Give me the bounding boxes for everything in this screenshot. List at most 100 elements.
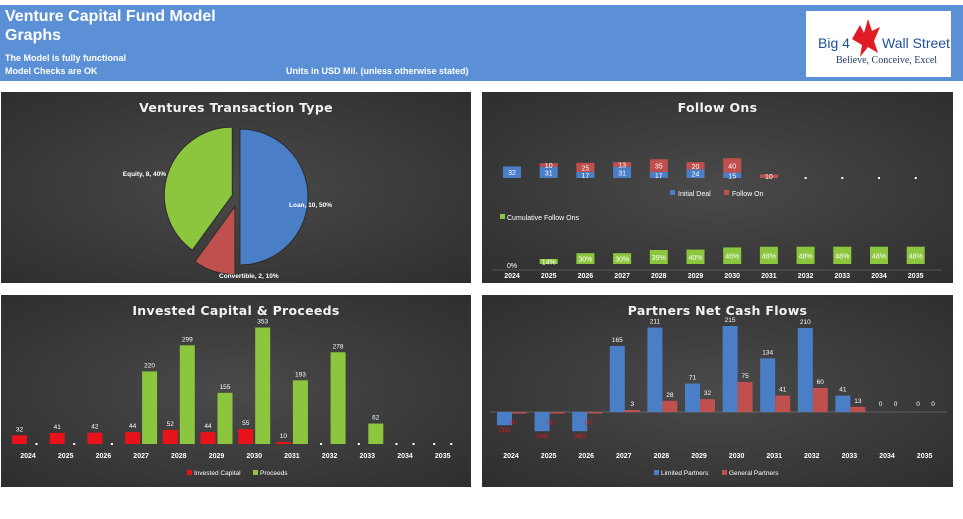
gp-label-2035: 0 — [931, 401, 935, 408]
proceeds-label-2027: 220 — [144, 362, 155, 369]
follow-ons-initial-bar-2024 — [503, 166, 521, 178]
invested-bar-2027 — [125, 432, 141, 444]
gp-bar-2027 — [624, 410, 640, 412]
gp-label-2031: 41 — [779, 387, 787, 394]
follow-ons-follow-bar-2028 — [649, 159, 668, 172]
model-checks-status: Model Checks are OK — [5, 66, 98, 76]
cumulative-label-2029: 40% — [688, 255, 702, 262]
invested-bar-2030 — [238, 429, 254, 444]
invested-xtick-2032: 2032 — [322, 453, 338, 460]
proceeds-bar-2032 — [330, 352, 346, 444]
proceeds-label-2030: 353 — [257, 319, 268, 326]
ncf-xtick-2026: 2026 — [578, 453, 594, 460]
gp-bar-2025 — [549, 412, 565, 414]
lp-bar-2026 — [572, 412, 588, 432]
lp-bar-2031 — [760, 358, 776, 412]
gp-bar-2033 — [850, 406, 866, 412]
proceeds-empty-2024 — [35, 443, 38, 445]
follow-ons-initial-bar-2030 — [723, 172, 742, 178]
follow-ons-follow-label-2028: 35 — [655, 164, 663, 171]
cumulative-label-2031: 48% — [762, 253, 776, 260]
legend-cumulative-swatch — [500, 214, 505, 219]
follow-ons-follow-bar-2025 — [539, 163, 558, 167]
legend-gp-label: General Partners — [729, 470, 779, 477]
follow-ons-empty-marker-2035 — [914, 177, 917, 179]
proceeds-bar-2029 — [217, 392, 233, 444]
cumulative-label-2025: 14% — [542, 259, 556, 266]
lp-label-2027: 165 — [612, 337, 623, 344]
lp-label-2026: (48) — [574, 433, 586, 440]
follow-ons-xtick-2032: 2032 — [798, 273, 814, 280]
invested-capital-title: Invested Capital & Proceeds — [132, 303, 340, 318]
ncf-xtick-2029: 2029 — [691, 453, 707, 460]
transaction-type-panel: Ventures Transaction Type Loan, 10, 50% C… — [1, 92, 471, 283]
follow-ons-initial-label-2028: 17 — [655, 173, 663, 180]
follow-ons-initial-bar-2025 — [539, 166, 558, 178]
ncf-xtick-2031: 2031 — [766, 453, 782, 460]
lp-bar-2032 — [797, 328, 813, 412]
proceeds-label-2028: 299 — [182, 336, 193, 343]
lp-label-2034: 0 — [879, 401, 883, 408]
pie-label-convertible: Convertible, 2, 10% — [219, 273, 279, 280]
net-cash-flows-title: Partners Net Cash Flows — [627, 303, 808, 318]
lp-label-2030: 215 — [725, 317, 736, 324]
follow-ons-initial-label-2024: 32 — [508, 170, 516, 177]
follow-ons-xtick-2035: 2035 — [908, 273, 924, 280]
proceeds-bar-2030 — [255, 327, 271, 444]
follow-ons-empty-marker-2033 — [841, 177, 844, 179]
logo-text-big4: Big 4 — [818, 35, 850, 51]
invested-empty-2032 — [320, 443, 323, 445]
gp-bar-2028 — [662, 400, 678, 412]
lp-label-2029: 71 — [689, 375, 697, 382]
cumulative-bar-2031 — [759, 246, 778, 264]
follow-ons-panel: Follow Ons 32 0% 2024 31 10 14% 2025 17 25 30% 202… — [482, 92, 953, 283]
gp-bar-2024 — [512, 412, 527, 414]
transaction-type-title: Ventures Transaction Type — [139, 100, 333, 115]
invested-xtick-2029: 2029 — [209, 453, 225, 460]
logo-text-wall-street: Wall Street — [882, 35, 950, 51]
proceeds-label-2033: 62 — [372, 415, 380, 422]
follow-ons-follow-label-2031: 10 — [765, 174, 773, 181]
lp-label-2035: 0 — [916, 401, 920, 408]
follow-ons-empty-marker-2032 — [804, 177, 807, 179]
units-note: Units in USD Mil. (unless otherwise stat… — [286, 66, 469, 76]
follow-ons-follow-bar-2030 — [723, 158, 742, 173]
legend-initial-deal-label: Initial Deal — [678, 191, 711, 198]
legend-proceeds-swatch — [253, 470, 258, 475]
gp-label-2029: 32 — [704, 390, 712, 397]
follow-ons-follow-label-2027: 13 — [618, 163, 626, 170]
cumulative-bar-2025 — [539, 258, 558, 264]
follow-ons-initial-label-2030: 15 — [728, 173, 736, 180]
follow-ons-follow-bar-2029 — [686, 162, 705, 170]
transaction-type-pie-chart: Loan, 10, 50% Convertible, 2, 10% Equity, … — [123, 126, 332, 280]
invested-empty-2033 — [357, 443, 360, 445]
lp-bar-2024 — [497, 412, 512, 426]
invested-xtick-2031: 2031 — [284, 453, 300, 460]
ncf-xtick-2030: 2030 — [729, 453, 745, 460]
invested-xtick-2033: 2033 — [360, 453, 376, 460]
follow-ons-follow-bar-2027 — [613, 162, 632, 167]
cumulative-label-2027: 30% — [615, 257, 629, 264]
lp-label-2031: 134 — [762, 349, 773, 356]
proceeds-bar-2028 — [179, 345, 195, 444]
gp-label-2024: (1) — [510, 419, 518, 426]
proceeds-bar-2031 — [292, 380, 308, 444]
legend-proceeds-label: Proceeds — [260, 470, 288, 477]
follow-ons-follow-label-2030: 40 — [728, 163, 736, 170]
follow-ons-follow-label-2029: 20 — [692, 164, 700, 171]
net-cash-flows-chart: (33)(1)2024(48)(1)2025(48)(1)20261653202… — [490, 317, 947, 477]
ncf-xtick-2035: 2035 — [917, 453, 933, 460]
follow-ons-xtick-2027: 2027 — [614, 273, 630, 280]
invested-label-2029: 44 — [204, 423, 212, 430]
company-logo: Big 4 Wall Street Believe, Conceive, Exc… — [806, 11, 951, 77]
cumulative-bar-2033 — [833, 246, 852, 264]
follow-ons-initial-bar-2029 — [686, 169, 705, 178]
follow-ons-xtick-2029: 2029 — [688, 273, 704, 280]
lp-bar-2029 — [685, 383, 700, 412]
lp-label-2028: 211 — [650, 319, 661, 326]
invested-bar-2031 — [275, 442, 291, 444]
eagle-icon — [852, 19, 880, 57]
cumulative-bar-2029 — [686, 249, 705, 264]
gp-bar-2031 — [775, 395, 791, 412]
invested-xtick-2034: 2034 — [397, 453, 413, 460]
